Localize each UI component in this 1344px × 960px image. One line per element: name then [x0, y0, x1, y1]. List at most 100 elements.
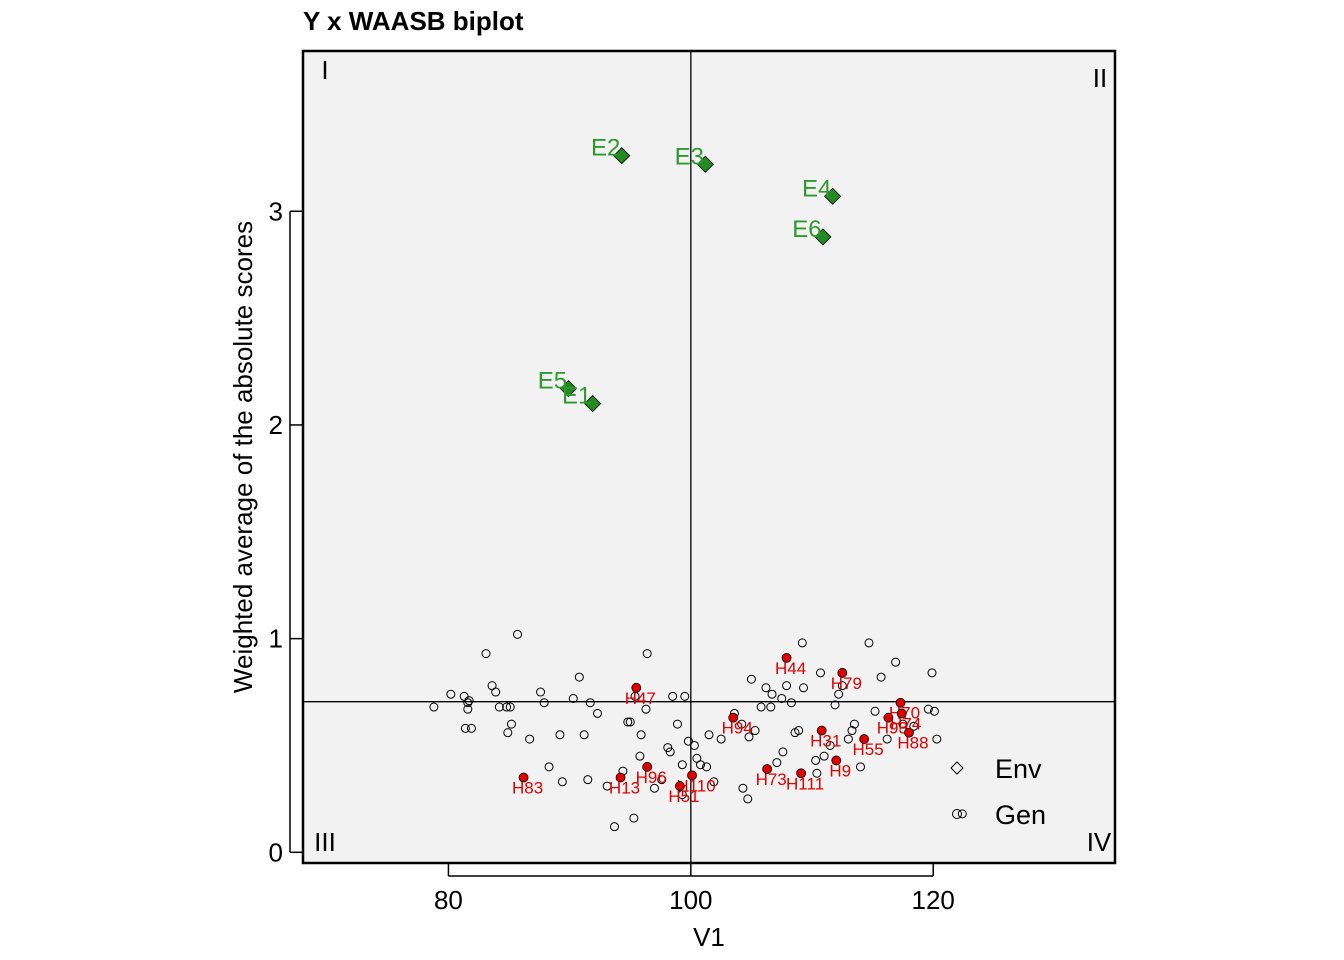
environment-point: [696, 155, 714, 173]
genotype-point: [772, 758, 782, 768]
genotype-point-labeled: [895, 697, 906, 708]
genotype-point: [756, 702, 766, 712]
genotype-point-labeled: [896, 708, 907, 719]
genotype-point: [642, 649, 652, 659]
genotype-point: [738, 783, 748, 793]
environment-point: [814, 228, 832, 246]
genotype-point: [782, 681, 792, 691]
genotype-label: H96: [636, 768, 667, 787]
genotype-point: [683, 736, 693, 746]
genotype-label: H13: [609, 779, 640, 798]
genotype-point-labeled: [837, 667, 848, 678]
genotype-point: [704, 730, 714, 740]
genotype-point: [778, 747, 788, 757]
genotype-point: [766, 702, 776, 712]
y-tick-label: 0: [269, 837, 283, 867]
environment-point: [559, 380, 577, 398]
genotype-point: [429, 702, 439, 712]
genotype-point: [536, 687, 546, 697]
genotype-point: [544, 762, 554, 772]
quadrant-label-4: IV: [1087, 827, 1112, 857]
genotype-point-labeled: [831, 755, 842, 766]
y-tick-label: 2: [269, 410, 283, 440]
genotype-point: [909, 721, 919, 731]
genotype-point: [525, 734, 535, 744]
genotype-point: [843, 734, 853, 744]
genotype-point: [629, 813, 639, 823]
genotype-point: [665, 747, 675, 757]
genotype-label: H47: [625, 689, 656, 708]
genotype-point-labeled: [796, 768, 807, 779]
genotype-point: [716, 734, 726, 744]
legend-gen-marker: [952, 809, 962, 819]
genotype-label: H51: [668, 787, 699, 806]
genotype-label: H73: [756, 770, 787, 789]
genotype-label: H9: [829, 761, 851, 780]
genotype-point: [680, 691, 690, 701]
genotype-point: [579, 730, 589, 740]
genotype-point: [494, 702, 504, 712]
genotype-point: [847, 726, 857, 736]
quadrant-label-1: I: [321, 55, 328, 85]
genotype-point-labeled: [883, 712, 894, 723]
genotype-point-labeled: [615, 772, 626, 783]
legend-label: Env: [995, 754, 1042, 784]
genotype-point: [702, 762, 712, 772]
x-tick-label: 80: [434, 885, 463, 915]
genotype-point: [797, 638, 807, 648]
genotype-point: [811, 755, 821, 765]
x-tick-label: 100: [669, 885, 712, 915]
genotype-point-labeled: [859, 734, 870, 744]
genotype-point: [761, 683, 771, 693]
plot-frame: [301, 49, 1117, 865]
genotype-point: [636, 730, 646, 740]
environment-label: E2: [591, 135, 620, 162]
genotype-point: [657, 775, 667, 785]
genotype-point-labeled: [631, 682, 642, 693]
genotype-point: [744, 732, 754, 742]
genotype-point: [505, 702, 515, 712]
genotype-point: [557, 777, 567, 787]
genotype-point: [503, 728, 513, 738]
genotype-point: [927, 668, 937, 678]
genotype-point: [870, 706, 880, 716]
environment-label: E4: [802, 175, 831, 202]
quadrant-label-2: II: [1093, 63, 1107, 93]
genotype-point-labeled: [762, 764, 773, 774]
genotype-label: H83: [512, 779, 543, 798]
genotype-point: [568, 693, 578, 703]
genotype-point: [709, 777, 719, 787]
genotype-point: [849, 719, 859, 729]
genotype-point: [794, 726, 804, 736]
genotype-label: H31: [810, 732, 841, 751]
x-tick-label: 120: [912, 885, 955, 915]
y-axis: 0 1 2 3: [269, 196, 303, 867]
genotype-label: H79: [831, 674, 862, 693]
genotype-point: [539, 698, 549, 708]
genotype-point: [635, 751, 645, 761]
environment-label: E1: [562, 383, 591, 410]
genotype-point: [819, 751, 829, 761]
chart-title: Y x WAASB biplot: [303, 6, 524, 36]
genotype-point: [677, 760, 687, 770]
genotype-label: H55: [853, 740, 884, 759]
genotype-point: [491, 687, 501, 697]
genotype-point: [750, 726, 760, 736]
environment-point: [824, 187, 842, 205]
x-axis-label: V1: [693, 922, 725, 952]
genotype-point: [513, 629, 523, 639]
labeled-genotypes: H44H79H47H70H74H93H94H31H88H55H9H96H73H1…: [512, 652, 929, 806]
genotype-point: [882, 734, 892, 744]
genotype-point: [583, 775, 593, 785]
genotype-point: [898, 719, 908, 729]
genotype-points: [429, 629, 967, 832]
genotype-point: [743, 794, 753, 804]
environment-point: [584, 395, 602, 413]
genotype-point: [876, 672, 886, 682]
genotype-point-labeled: [728, 712, 739, 723]
y-tick-label: 1: [269, 624, 283, 654]
genotype-point: [593, 708, 603, 718]
genotype-point-labeled: [642, 761, 653, 772]
